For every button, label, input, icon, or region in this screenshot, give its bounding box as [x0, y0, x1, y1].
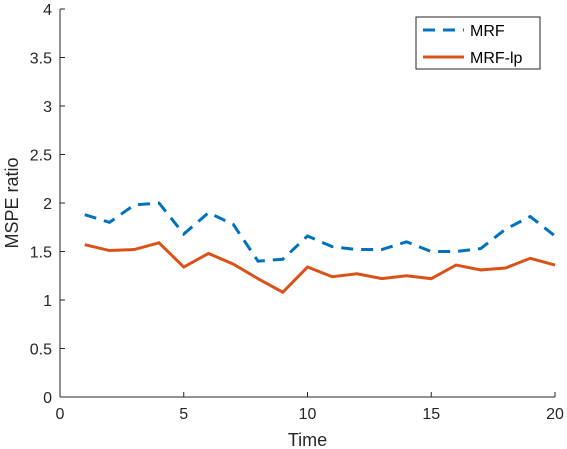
- series-line-mrf: [84, 201, 556, 263]
- y-tick-label: 0.5: [30, 342, 52, 359]
- y-tick-label: 3: [43, 99, 52, 116]
- y-tick-label: 4: [43, 2, 52, 19]
- series-layer: [84, 201, 556, 295]
- y-tick-label: 0: [43, 390, 52, 407]
- y-tick-label: 2.5: [30, 148, 52, 165]
- axes: 0 0.5 1 1.5 2 2.5 3 3.5 4 0 5 10 15 20: [30, 2, 564, 423]
- x-tick-label: 15: [422, 406, 440, 423]
- x-tick-label: 20: [546, 406, 564, 423]
- legend-box: [415, 16, 541, 70]
- series-line-mrf-lp: [84, 241, 556, 295]
- y-axis-title: MSPE ratio: [2, 157, 22, 248]
- x-tick-label: 5: [179, 406, 188, 423]
- y-tick-label: 2: [43, 196, 52, 213]
- x-tick-label: 10: [299, 406, 317, 423]
- legend-label-mrf-lp: MRF-lp: [470, 50, 523, 67]
- x-axis-title: Time: [288, 430, 327, 449]
- y-tick-label: 1: [43, 293, 52, 310]
- y-tick-label: 1.5: [30, 245, 52, 262]
- y-tick-label: 3.5: [30, 51, 52, 68]
- legend: MRF MRF-lp: [415, 16, 541, 70]
- x-tick-label: 0: [56, 406, 65, 423]
- legend-label-mrf: MRF: [470, 23, 505, 40]
